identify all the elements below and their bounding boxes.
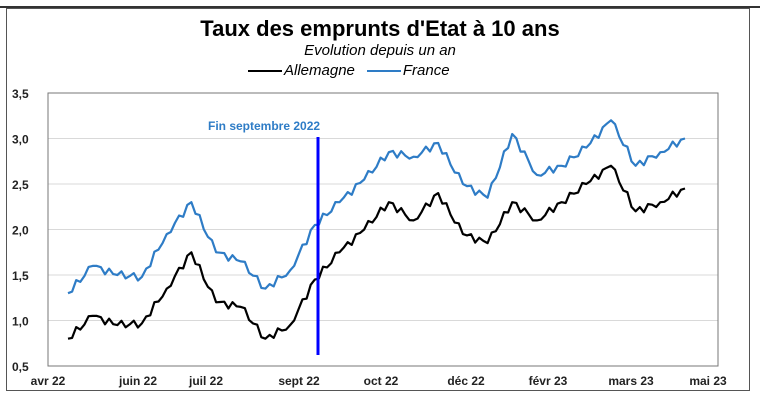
plot-area <box>47 92 719 367</box>
y-tick-label: 1,0 <box>12 315 29 329</box>
legend-label: France <box>402 62 450 79</box>
legend: Allemagne France <box>248 62 462 79</box>
chart-subtitle: Evolution depuis un an <box>304 42 456 59</box>
chart-title: Taux des emprunts d'Etat à 10 ans <box>200 16 560 41</box>
x-tick-label: avr 22 <box>31 374 66 388</box>
y-tick-label: 3,5 <box>12 87 29 101</box>
x-tick-label: sept 22 <box>278 374 320 388</box>
x-tick-label: mars 23 <box>608 374 654 388</box>
legend-item-allemagne: Allemagne <box>248 62 355 79</box>
annotation-label: Fin septembre 2022 <box>208 119 320 133</box>
y-tick-label: 0,5 <box>12 360 29 374</box>
x-tick-label: oct 22 <box>364 374 399 388</box>
x-tick-label: mai 23 <box>689 374 727 388</box>
y-tick-label: 2,0 <box>12 224 29 238</box>
legend-item-france: France <box>366 62 450 79</box>
series-line-allemagne <box>67 164 686 340</box>
series-line-france <box>67 119 686 295</box>
x-tick-label: déc 22 <box>447 374 485 388</box>
x-tick-label: juil 22 <box>188 374 223 388</box>
x-tick-label: févr 23 <box>529 374 568 388</box>
chart-frame <box>6 8 750 391</box>
legend-swatch-france <box>366 69 401 72</box>
y-tick-label: 1,5 <box>12 269 29 283</box>
y-tick-label: 3,0 <box>12 133 29 147</box>
x-tick-label: juin 22 <box>118 374 157 388</box>
y-tick-label: 2,5 <box>12 178 29 192</box>
legend-swatch-allemagne <box>248 69 282 72</box>
top-border <box>0 6 760 8</box>
legend-label: Allemagne <box>284 62 355 79</box>
